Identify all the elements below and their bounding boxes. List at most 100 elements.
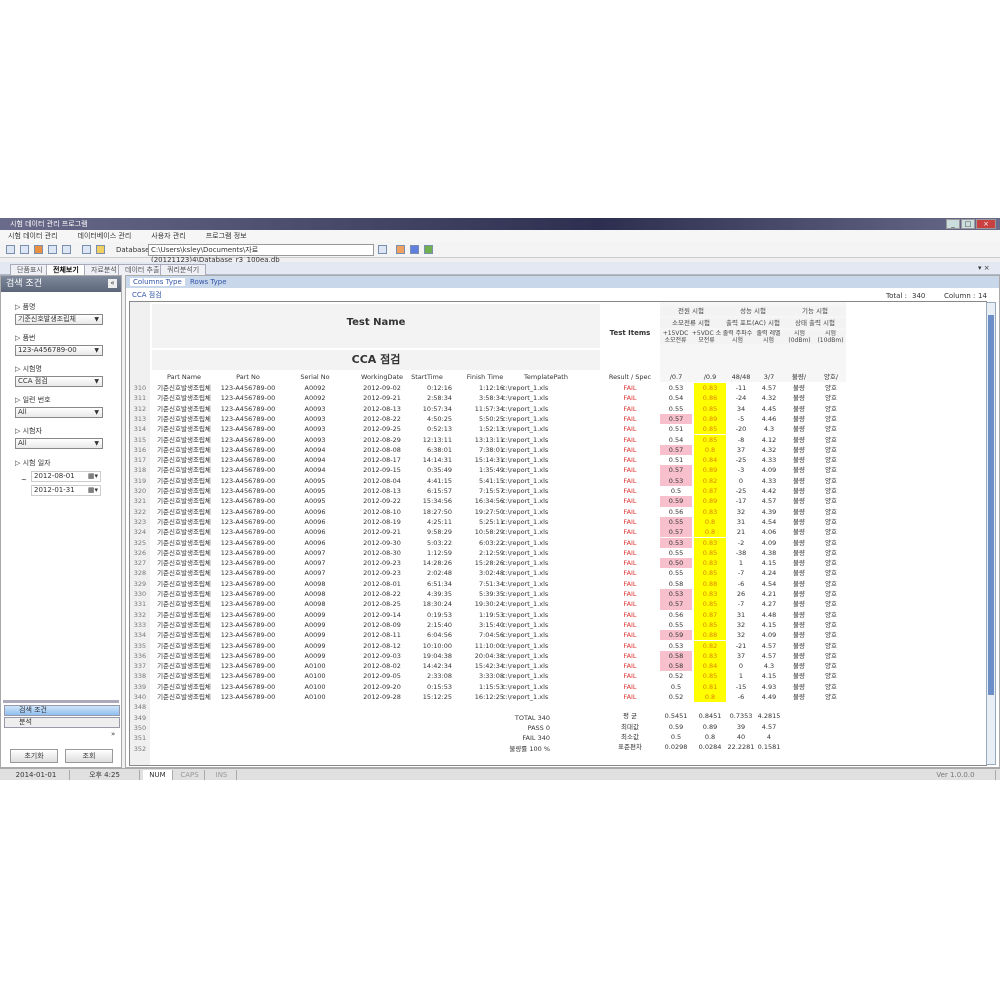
table-row[interactable]: 337 기준신호발생조립체 123-A456789-00 A0100 2012-08-0… — [130, 661, 986, 672]
table-row[interactable]: 326 기준신호발생조립체 123-A456789-00 A0097 2012-08-3… — [130, 547, 986, 559]
table-row[interactable]: 314 기준신호발생조립체 123-A456789-00 A0093 2012-09-2… — [130, 424, 986, 435]
value-5vdc: 0.8 — [694, 516, 726, 528]
table-row[interactable]: 336 기준신호발생조립체 123-A456789-00 A0099 2012-09-0… — [130, 650, 986, 662]
table-row[interactable]: 323 기준신호발생조립체 123-A456789-00 A0096 2012-08-1… — [130, 516, 986, 528]
tab-query[interactable]: 쿼리분석기 — [160, 264, 207, 275]
search-button[interactable]: 조회 — [65, 749, 113, 763]
field-dropdown[interactable]: All ▼ — [15, 438, 103, 449]
table-row[interactable]: 331 기준신호발생조립체 123-A456789-00 A0098 2012-08-2… — [130, 599, 986, 610]
splitter[interactable] — [3, 700, 119, 703]
value-0dbm: 불량 — [793, 528, 805, 537]
settings-icon[interactable] — [410, 245, 419, 254]
tab-columns-type[interactable]: Columns Type — [130, 278, 185, 286]
database-label: Database: — [116, 246, 152, 254]
table-row[interactable]: 318 기준신호발생조립체 123-A456789-00 A0094 2012-09-1… — [130, 465, 986, 476]
minimize-button[interactable]: _ — [946, 219, 960, 229]
table-row[interactable]: 310 기준신호발생조립체 123-A456789-00 A0092 2012-09-0… — [130, 383, 986, 394]
calendar-icon[interactable]: ▦▾ — [87, 472, 98, 480]
table-row[interactable]: 325 기준신호발생조립체 123-A456789-00 A0096 2012-09-3… — [130, 537, 986, 548]
item-header: 시험 (0dBm) — [784, 330, 815, 344]
serial-no: A0094 — [304, 445, 326, 454]
tab-rows-type[interactable]: Rows Type — [190, 278, 227, 286]
table-row[interactable]: 334 기준신호발생조립체 123-A456789-00 A0099 2012-08-1… — [130, 630, 986, 641]
menu-test-data[interactable]: 시험 데이터 관리 — [8, 232, 58, 240]
field-dropdown[interactable]: 123-A456789-00 ▼ — [15, 345, 103, 356]
date-to-input[interactable]: 2012-01-31 ▦▾ — [31, 485, 101, 496]
tab-overview[interactable]: 전체보기 — [46, 264, 86, 275]
template-path: c:\report_1.xls — [502, 517, 549, 526]
table-row[interactable]: 316 기준신호발생조립체 123-A456789-00 A0094 2012-08-0… — [130, 444, 986, 456]
test-title: CCA 점검 — [132, 291, 162, 299]
value-0dbm: 불량 — [793, 404, 805, 413]
user-icon[interactable] — [396, 245, 405, 254]
browse-icon[interactable] — [378, 245, 387, 254]
field-dropdown[interactable]: All ▼ — [15, 407, 103, 418]
table-row[interactable]: 338 기준신호발생조립체 123-A456789-00 A0100 2012-09-0… — [130, 671, 986, 682]
tab-single[interactable]: 단품표시 — [10, 264, 50, 275]
table-row[interactable]: 313 기준신호발생조립체 123-A456789-00 A0093 2012-08-2… — [130, 413, 986, 425]
grid-icon[interactable] — [20, 245, 29, 254]
maximize-button[interactable]: □ — [961, 219, 975, 229]
excel-icon[interactable] — [424, 245, 433, 254]
data-grid[interactable]: Test Name CCA 점검 Test Items 전원 시험 성능 시험 기능 시험… — [129, 301, 987, 766]
nav-analysis[interactable]: 분석 — [4, 717, 120, 728]
database-path-input[interactable]: C:\Users\ksley\Documents\자료(20121123)4\D… — [148, 244, 374, 264]
value-0dbm: 불량 — [793, 384, 805, 392]
part-name: 기준신호발생조립체 — [157, 394, 211, 403]
table-row[interactable]: 321 기준신호발생조립체 123-A456789-00 A0095 2012-09-2… — [130, 496, 986, 507]
finish-time: 15:42:34 — [474, 662, 504, 671]
chart-icon[interactable] — [34, 245, 43, 254]
field-value: All — [18, 439, 27, 447]
tab-dropdown-icon[interactable]: ▾ × — [978, 264, 990, 272]
value-5vdc: 0.89 — [694, 496, 726, 507]
table-row[interactable]: 320 기준신호발생조립체 123-A456789-00 A0095 2012-08-1… — [130, 486, 986, 497]
collapse-button[interactable]: « — [108, 279, 117, 288]
table-row[interactable]: 333 기준신호발생조립체 123-A456789-00 A0099 2012-08-0… — [130, 619, 986, 631]
calendar-icon[interactable]: ▦▾ — [87, 486, 98, 494]
vertical-scrollbar[interactable] — [986, 302, 996, 765]
table-row[interactable]: 332 기준신호발생조립체 123-A456789-00 A0099 2012-09-1… — [130, 609, 986, 620]
value-0dbm: 불량 — [793, 487, 805, 495]
table-row[interactable]: 317 기준신호발생조립체 123-A456789-00 A0094 2012-08-1… — [130, 455, 986, 466]
date-from-input[interactable]: 2012-08-01 ▦▾ — [31, 471, 101, 482]
table-row[interactable]: 330 기준신호발생조립체 123-A456789-00 A0098 2012-08-2… — [130, 589, 986, 600]
menu-users[interactable]: 사용자 관리 — [151, 232, 186, 240]
table-row[interactable]: 322 기준신호발생조립체 123-A456789-00 A0096 2012-08-1… — [130, 506, 986, 517]
document-icon[interactable] — [48, 245, 57, 254]
menu-about[interactable]: 프로그램 정보 — [205, 232, 247, 240]
table-row[interactable]: 319 기준신호발생조립체 123-A456789-00 A0095 2012-08-0… — [130, 475, 986, 486]
field-dropdown[interactable]: 기준신호발생조립체 ▼ — [15, 314, 103, 325]
reset-button[interactable]: 초기화 — [10, 749, 58, 763]
working-date: 2012-08-02 — [363, 662, 401, 671]
table-row[interactable]: 340 기준신호발생조립체 123-A456789-00 A0100 2012-09-2… — [130, 692, 986, 703]
table-row[interactable]: 312 기준신호발생조립체 123-A456789-00 A0093 2012-08-1… — [130, 403, 986, 414]
table-row[interactable]: 311 기준신호발생조립체 123-A456789-00 A0092 2012-09-2… — [130, 393, 986, 404]
edit-icon[interactable] — [96, 245, 105, 254]
value-level: 4.12 — [761, 435, 777, 444]
stat-value: 4.2815 — [757, 712, 781, 721]
value-5vdc: 0.85 — [694, 547, 726, 559]
value-0dbm: 불량 — [793, 662, 805, 671]
value-10dbm: 양호 — [825, 620, 837, 629]
more-icon[interactable]: » — [111, 730, 116, 738]
field-dropdown[interactable]: CCA 점검 ▼ — [15, 376, 103, 387]
row-number: 352 — [130, 743, 150, 754]
close-button[interactable]: × — [976, 219, 996, 229]
table-row[interactable]: 328 기준신호발생조립체 123-A456789-00 A0097 2012-09-2… — [130, 568, 986, 579]
window-icon[interactable] — [62, 245, 71, 254]
table-row[interactable]: 339 기준신호발생조립체 123-A456789-00 A0100 2012-09-2… — [130, 681, 986, 692]
export-icon[interactable] — [82, 245, 91, 254]
nav-search-conditions[interactable]: 검색 조건 — [4, 705, 120, 716]
layout-icon[interactable] — [6, 245, 15, 254]
menu-database[interactable]: 데이터베이스 관리 — [77, 232, 132, 240]
value-level: 4.06 — [761, 528, 777, 537]
value-frequency: -25 — [735, 487, 747, 495]
value-15vdc: 0.51 — [668, 456, 684, 465]
table-row[interactable]: 315 기준신호발생조립체 123-A456789-00 A0093 2012-08-2… — [130, 434, 986, 445]
scroll-thumb[interactable] — [988, 315, 994, 695]
table-row[interactable]: 327 기준신호발생조립체 123-A456789-00 A0097 2012-09-2… — [130, 558, 986, 569]
table-row[interactable]: 324 기준신호발생조립체 123-A456789-00 A0096 2012-09-2… — [130, 527, 986, 538]
table-row[interactable]: 335 기준신호발생조립체 123-A456789-00 A0099 2012-08-1… — [130, 640, 986, 651]
template-path: c:\report_1.xls — [502, 579, 549, 588]
table-row[interactable]: 329 기준신호발생조립체 123-A456789-00 A0098 2012-08-0… — [130, 578, 986, 589]
